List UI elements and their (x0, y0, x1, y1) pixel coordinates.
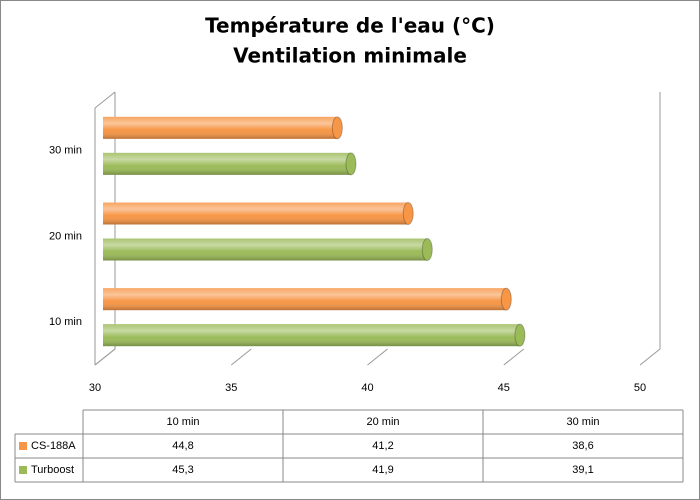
bar-shine (103, 116, 338, 139)
bar-shine (103, 288, 507, 311)
grid-line (639, 348, 661, 366)
table-header: 20 min (366, 416, 399, 428)
wall-edge (94, 91, 116, 109)
bar (103, 152, 357, 176)
table-header: 30 min (566, 416, 599, 428)
bar (103, 287, 512, 311)
table-header: 10 min (166, 416, 199, 428)
bar-cap (500, 287, 512, 311)
bar (103, 238, 433, 261)
legend-key (19, 466, 27, 474)
bar-shine (103, 152, 351, 175)
x-tick-label: 50 (634, 382, 646, 394)
grid-line (367, 348, 388, 366)
y-tick-label: 20 min (49, 230, 82, 242)
legend-key (19, 442, 27, 450)
bar (103, 202, 414, 225)
table-cell: 41,2 (372, 440, 393, 452)
grid-line (94, 348, 116, 366)
y-tick-label: 30 min (49, 145, 82, 157)
bar-cap (331, 116, 343, 140)
bar-cap (402, 202, 414, 225)
bar-cap (345, 152, 357, 176)
x-tick-label: 45 (498, 382, 510, 394)
x-tick-label: 40 (361, 382, 373, 394)
bar-cap (421, 238, 433, 261)
x-tick-label: 30 (89, 382, 101, 394)
grid-line (230, 348, 252, 366)
table-cell: 45,3 (172, 464, 193, 476)
legend-label: CS-188A (31, 440, 76, 452)
table-cell: 39,1 (572, 464, 593, 476)
table-cell: 38,6 (572, 440, 593, 452)
x-tick-label: 35 (225, 382, 237, 394)
y-tick-label: 10 min (49, 316, 82, 328)
chart-subtitle: Ventilation minimale (233, 44, 467, 68)
grid-line (503, 348, 525, 366)
bar (103, 323, 526, 347)
table-cell: 44,8 (172, 440, 193, 452)
chart-title: Température de l'eau (°C) (205, 14, 495, 38)
bar-shine (103, 238, 428, 261)
legend-label: Turboost (31, 464, 74, 476)
bar-shine (103, 324, 520, 347)
bar (103, 116, 343, 140)
bar-shine (103, 202, 409, 225)
table-cell: 41,9 (372, 464, 393, 476)
bar-cap (514, 323, 526, 347)
